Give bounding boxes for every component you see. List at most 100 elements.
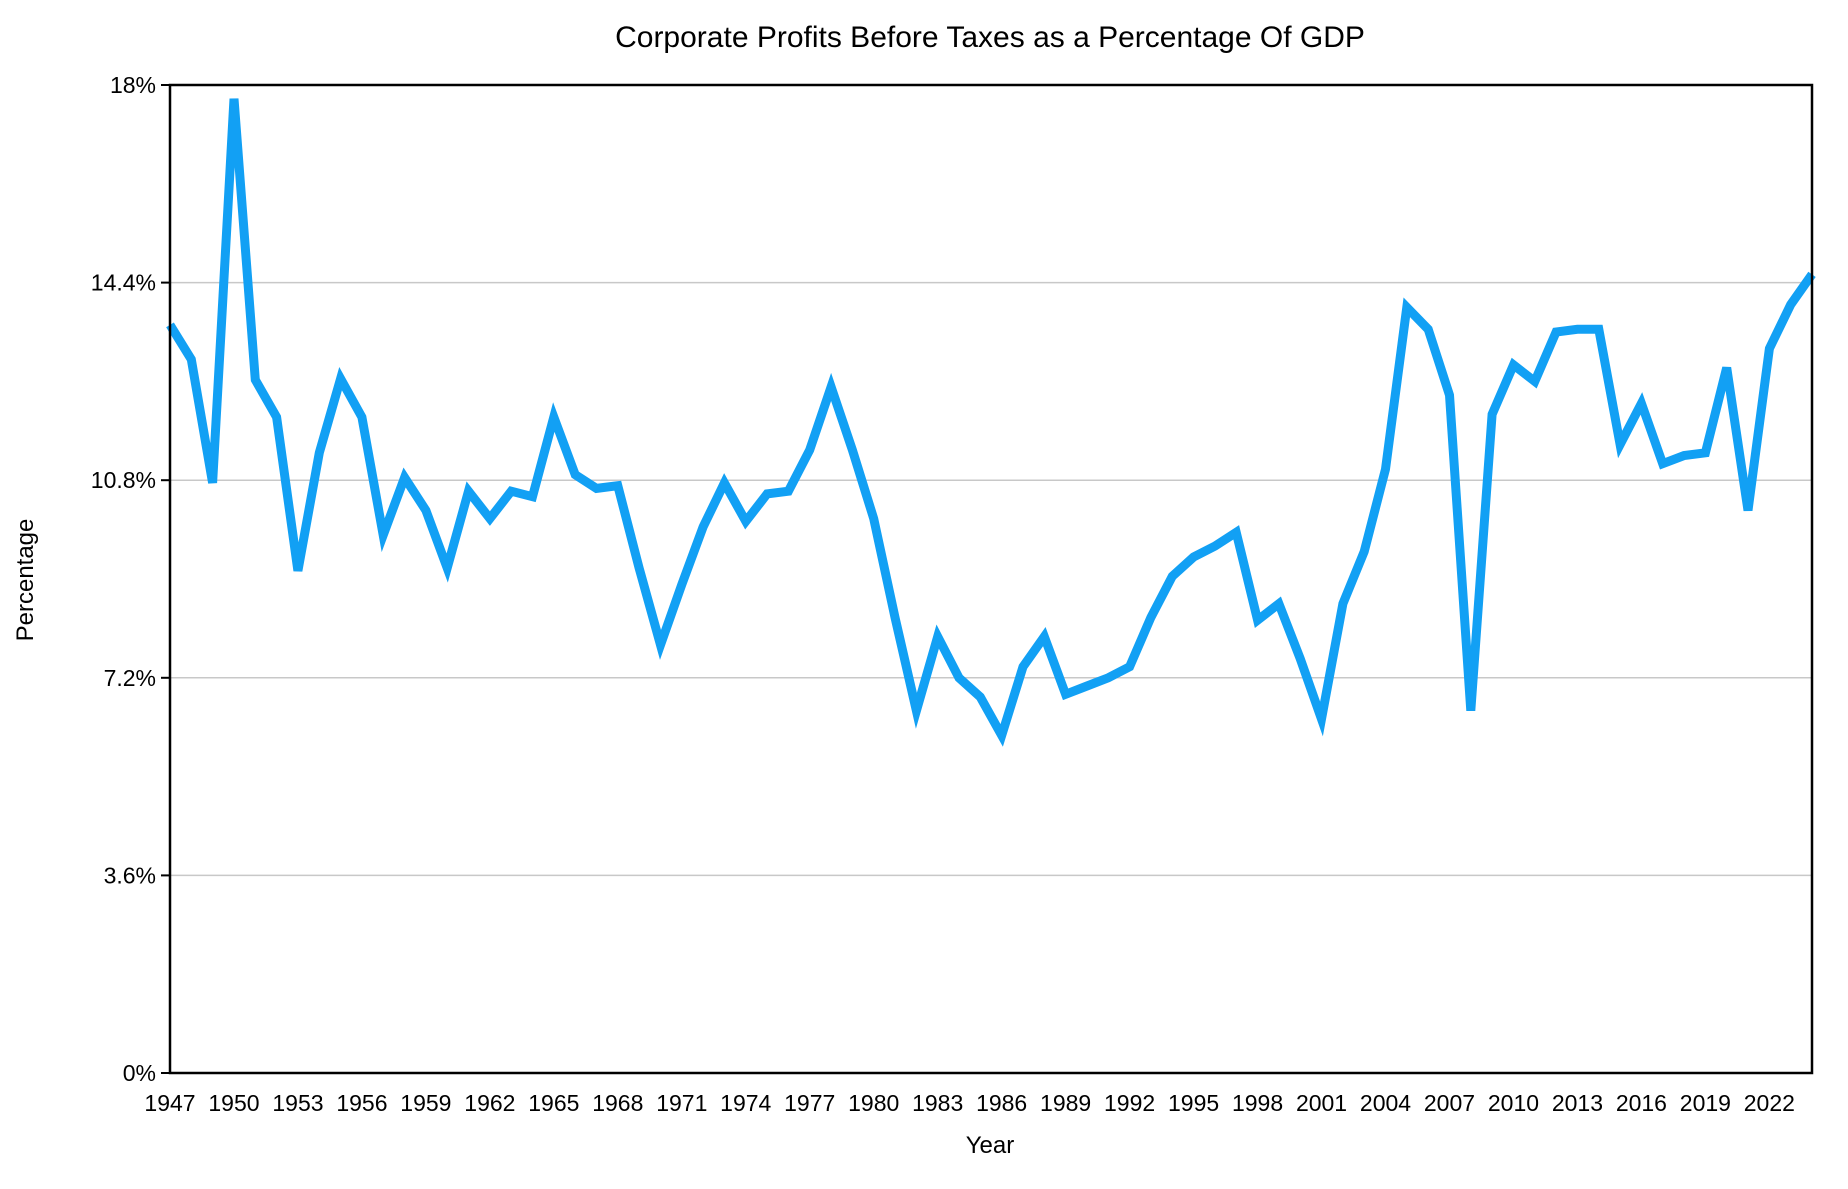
- x-tick-labels: 1947 1950 1953 1956 1959 1962 1965 1968 1971 1974…: [144, 1090, 1795, 1116]
- data-point: [767, 493, 768, 494]
- x-tick-label: 2016: [1616, 1090, 1667, 1116]
- x-tick-label: 1989: [1040, 1090, 1091, 1116]
- data-point: [1684, 455, 1685, 456]
- data-point: [1428, 329, 1429, 330]
- data-point: [1449, 395, 1450, 396]
- x-tick-label: 1980: [848, 1090, 899, 1116]
- x-tick-label: 2013: [1552, 1090, 1603, 1116]
- data-point: [575, 474, 576, 475]
- data-point: [340, 378, 341, 379]
- data-point: [1001, 735, 1002, 736]
- data-point: [1534, 381, 1535, 382]
- data-point: [1257, 620, 1258, 621]
- data-point: [1620, 444, 1621, 445]
- data-point: [1726, 367, 1727, 368]
- x-tick-label: 1995: [1168, 1090, 1219, 1116]
- data-point: [788, 491, 789, 492]
- data-point: [831, 386, 832, 387]
- data-point: [383, 535, 384, 536]
- y-tick-label: 10.8%: [91, 467, 156, 493]
- x-tick-label: 1986: [976, 1090, 1027, 1116]
- x-tick-label: 1968: [592, 1090, 643, 1116]
- data-point: [1385, 469, 1386, 470]
- data-point: [809, 450, 810, 451]
- x-tick-label: 2010: [1488, 1090, 1539, 1116]
- x-tick-label: 1953: [272, 1090, 323, 1116]
- x-tick-label: 1962: [464, 1090, 515, 1116]
- x-tick-label: 1956: [336, 1090, 387, 1116]
- data-point: [660, 644, 661, 645]
- data-point: [1236, 532, 1237, 533]
- data-point: [1406, 307, 1407, 308]
- series-line: [166, 98, 1816, 747]
- data-point: [959, 677, 960, 678]
- data-point: [1087, 686, 1088, 687]
- data-point: [980, 697, 981, 698]
- data-point: [681, 584, 682, 585]
- data-point: [617, 485, 618, 486]
- data-point: [297, 570, 298, 571]
- data-point: [1321, 719, 1322, 720]
- axes: [161, 83, 1814, 1075]
- data-point: [489, 518, 490, 519]
- data-point: [724, 482, 725, 483]
- data-point: [1278, 603, 1279, 604]
- x-axis-label: Year: [966, 1132, 1015, 1159]
- data-point: [425, 510, 426, 511]
- data-point: [895, 617, 896, 618]
- data-point: [1556, 332, 1557, 333]
- x-tick-label: 1992: [1104, 1090, 1155, 1116]
- x-tick-label: 2007: [1424, 1090, 1475, 1116]
- data-point: [532, 496, 533, 497]
- x-tick-label: 1971: [656, 1090, 707, 1116]
- series-layer: [166, 98, 1816, 747]
- x-tick-label: 1983: [912, 1090, 963, 1116]
- data-point: [468, 491, 469, 492]
- data-point: [447, 568, 448, 569]
- x-tick-label: 2004: [1360, 1090, 1411, 1116]
- data-point: [1492, 414, 1493, 415]
- data-point: [596, 488, 597, 489]
- data-point: [191, 359, 192, 360]
- data-point: [745, 521, 746, 522]
- data-point: [361, 417, 362, 418]
- data-point: [1705, 452, 1706, 453]
- data-point: [1364, 551, 1365, 552]
- y-tick-label: 3.6%: [104, 862, 156, 888]
- y-tick-labels: 0% 3.6% 7.2% 10.8% 14.4% 18%: [91, 72, 156, 1086]
- plot-frame: [168, 83, 1814, 1075]
- y-tick-label: 14.4%: [91, 270, 156, 296]
- data-point: [1342, 603, 1343, 604]
- data-point: [319, 452, 320, 453]
- data-point: [1214, 546, 1215, 547]
- data-point: [1513, 364, 1514, 365]
- data-point: [404, 477, 405, 478]
- data-point: [1769, 348, 1770, 349]
- data-point: [553, 417, 554, 418]
- data-point: [511, 491, 512, 492]
- data-point: [1023, 666, 1024, 667]
- y-tick-label: 7.2%: [104, 665, 156, 691]
- data-point: [1172, 576, 1173, 577]
- data-point: [1150, 617, 1151, 618]
- x-tick-label: 1959: [400, 1090, 451, 1116]
- x-tick-label: 2022: [1744, 1090, 1795, 1116]
- x-tick-label: 1965: [528, 1090, 579, 1116]
- data-point: [276, 417, 277, 418]
- x-tick-label: 1977: [784, 1090, 835, 1116]
- x-tick-label: 1998: [1232, 1090, 1283, 1116]
- data-point: [703, 526, 704, 527]
- data-point: [1641, 403, 1642, 404]
- data-point: [1129, 666, 1130, 667]
- y-axis-label: Percentage: [12, 519, 39, 642]
- x-tick-label: 1947: [144, 1090, 195, 1116]
- data-point: [1748, 510, 1749, 511]
- x-tick-label: 1974: [720, 1090, 771, 1116]
- data-point: [1470, 710, 1471, 711]
- data-point: [639, 568, 640, 569]
- chart-title: Corporate Profits Before Taxes as a Perc…: [615, 21, 1365, 54]
- data-point: [212, 482, 213, 483]
- data-point: [1598, 329, 1599, 330]
- data-point: [1577, 329, 1578, 330]
